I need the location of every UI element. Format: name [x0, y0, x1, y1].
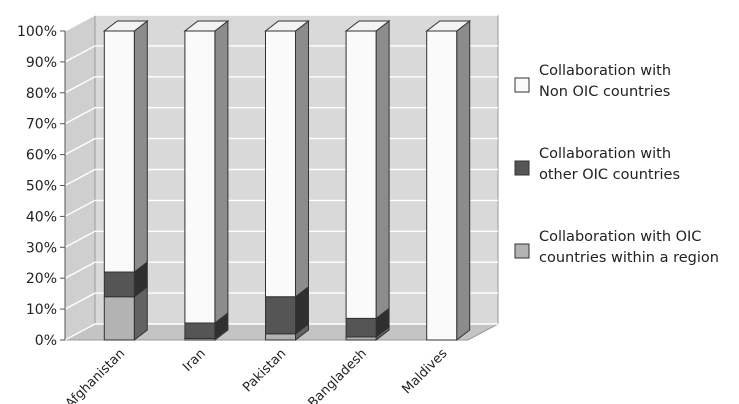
- bar-top: [344, 20, 391, 32]
- y-tick-label: 70%: [26, 117, 57, 133]
- x-tick-label: Afghanistan: [63, 346, 128, 404]
- bar-segment-collaboration-with-other-oic-countries: [265, 296, 296, 335]
- bar-segment-collaboration-with-oic-countries-within-a-region: [265, 333, 296, 341]
- y-tick-label: 10%: [26, 302, 57, 318]
- legend-label: Collaboration with OIC countries within a…: [539, 229, 719, 266]
- y-axis: 0% 10% 20% 30% 40% 50% 60% 70% 80% 90% 100%: [17, 24, 66, 349]
- bar-stack-pakistan: [264, 19, 310, 342]
- legend-swatch: [514, 160, 530, 176]
- legend-entry-collaboration-with-other-oic-countries: Collaboration with other OIC countries: [514, 146, 680, 183]
- legend-label: Collaboration with Non OIC countries: [539, 63, 671, 100]
- y-tick-label: 90%: [26, 55, 57, 71]
- bar-segment-collaboration-with-other-oic-countries: [345, 317, 377, 338]
- bar-top: [425, 20, 472, 32]
- legend-entry-collaboration-with-oic-countries-within-a-region: Collaboration with OIC countries within a…: [514, 229, 719, 266]
- legend-swatch: [514, 77, 530, 93]
- bar-segment-collaboration-with-non-oic-countries: [184, 30, 216, 324]
- bar-segment-collaboration-with-non-oic-countries: [265, 30, 296, 298]
- gridline: [64, 14, 498, 32]
- legend-entry-collaboration-with-non-oic-countries: Collaboration with Non OIC countries: [514, 63, 671, 100]
- bar-segment-collaboration-with-other-oic-countries: [103, 271, 135, 298]
- y-tick-label: 0%: [35, 333, 57, 349]
- bar-side-collaboration-with-non-oic-countries: [375, 19, 390, 320]
- x-tick-label: Iran: [180, 346, 209, 375]
- legend: Collaboration with Non OIC countries Colla…: [514, 63, 719, 266]
- bar-top: [102, 20, 149, 32]
- bar-side-collaboration-with-non-oic-countries: [456, 19, 471, 342]
- y-tick-label: 60%: [26, 148, 57, 164]
- bar-top: [264, 20, 310, 32]
- bar-segment-collaboration-with-non-oic-countries: [103, 30, 135, 273]
- bar-segment-collaboration-with-non-oic-countries: [345, 30, 377, 319]
- bar-side-collaboration-with-non-oic-countries: [133, 19, 148, 274]
- y-tick-label: 100%: [17, 24, 57, 40]
- x-tick-label: Bangladesh: [305, 346, 370, 404]
- bar-segment-collaboration-with-other-oic-countries: [184, 322, 216, 339]
- bars: [102, 19, 472, 342]
- legend-label: Collaboration with other OIC countries: [539, 146, 680, 183]
- x-tick-label: Pakistan: [240, 346, 289, 395]
- legend-swatch: [514, 243, 530, 259]
- x-axis: Afghanistan Iran Pakistan Bangladesh Maldive…: [63, 346, 451, 404]
- bar-stack-iran: [183, 19, 230, 342]
- x-tick-label: Maldives: [400, 346, 451, 397]
- bar-side-collaboration-with-non-oic-countries: [214, 19, 229, 325]
- y-tick-label: 50%: [26, 179, 57, 195]
- y-tick-label: 30%: [26, 240, 57, 256]
- bar-stack-bangladesh: [344, 19, 391, 342]
- y-tick-label: 80%: [26, 86, 57, 102]
- bar-stack-maldives: [425, 19, 472, 342]
- bar-segment-collaboration-with-non-oic-countries: [426, 30, 458, 341]
- bar-side-collaboration-with-non-oic-countries: [295, 19, 309, 298]
- bar-top: [183, 20, 230, 32]
- y-tick-label: 20%: [26, 271, 57, 287]
- bar-stack-afghanistan: [102, 19, 149, 342]
- bar-segment-collaboration-with-oic-countries-within-a-region: [103, 296, 135, 341]
- y-tick-label: 40%: [26, 209, 57, 225]
